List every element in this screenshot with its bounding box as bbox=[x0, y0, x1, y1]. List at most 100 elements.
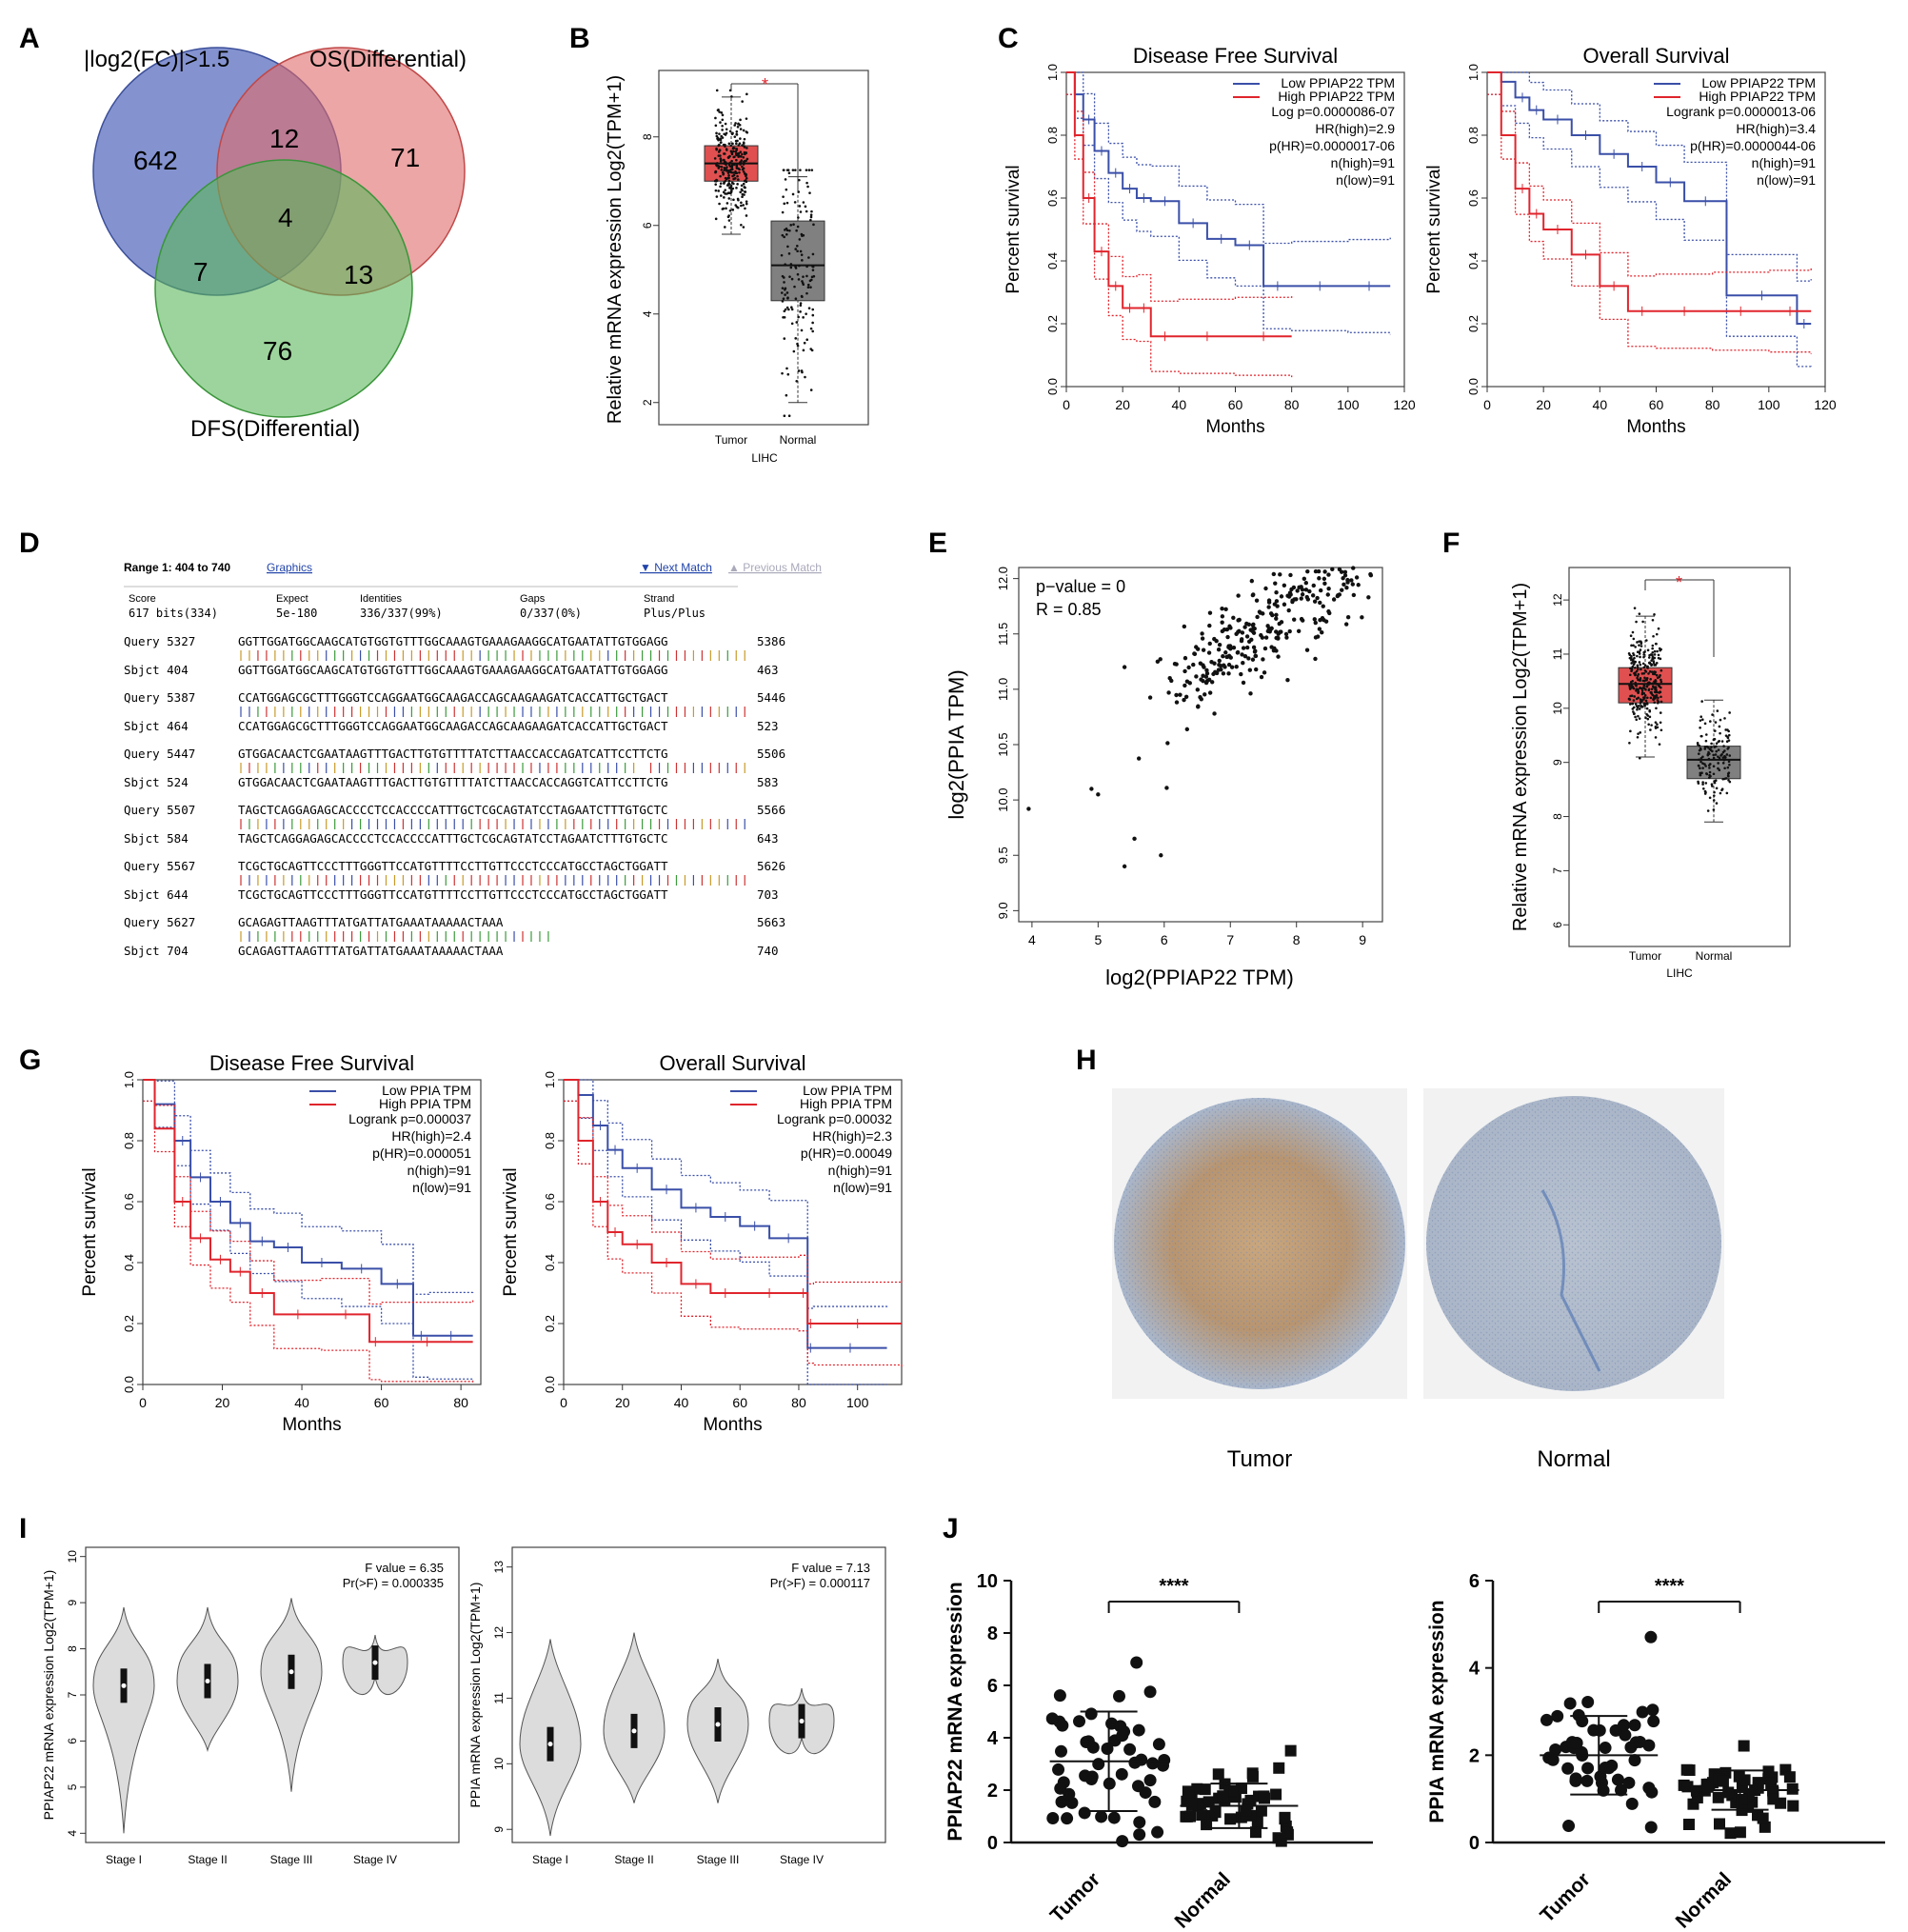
blast-prev-match-link[interactable]: ▲ Previous Match bbox=[728, 561, 822, 574]
box-f-point bbox=[1697, 780, 1699, 784]
box-b-point bbox=[806, 283, 810, 287]
surv-curve-high bbox=[1066, 71, 1292, 338]
dot-point-tumor bbox=[1611, 1773, 1624, 1786]
blast-next-match-link[interactable]: ▼ Next Match bbox=[640, 561, 712, 574]
scatter-point bbox=[1203, 674, 1209, 679]
surv-ytick-label: 0.4 bbox=[1466, 252, 1481, 269]
box-b-point bbox=[717, 189, 721, 192]
box-b-point bbox=[745, 176, 748, 180]
surv-ci-upper bbox=[1066, 71, 1391, 245]
box-b-point bbox=[799, 310, 802, 313]
box-b-point bbox=[798, 205, 802, 208]
dot-point-tumor bbox=[1086, 1741, 1100, 1754]
surv-title: Disease Free Survival bbox=[1133, 44, 1338, 68]
surv-stat: n(high)=91 bbox=[1331, 155, 1396, 170]
box-b-point bbox=[804, 375, 806, 379]
scatter-point bbox=[1236, 618, 1241, 623]
dot-point-normal bbox=[1201, 1819, 1213, 1831]
box-b-point bbox=[808, 191, 811, 194]
box-b-point bbox=[728, 209, 732, 212]
box-f-point bbox=[1632, 637, 1636, 641]
panel-letter-b: B bbox=[569, 23, 590, 54]
box-b-point bbox=[805, 338, 809, 341]
box-b-point bbox=[784, 288, 786, 291]
box-b-point bbox=[723, 182, 725, 185]
box-b-point bbox=[714, 124, 718, 128]
box-b-point bbox=[734, 150, 738, 153]
scatter-point bbox=[1254, 598, 1260, 603]
surv-ytick-label: 0.4 bbox=[1045, 252, 1060, 269]
box-f-point bbox=[1723, 754, 1726, 758]
box-f-point bbox=[1640, 645, 1643, 647]
dot-point-tumor bbox=[1063, 1787, 1076, 1801]
box-f-point bbox=[1653, 613, 1656, 616]
blast-sbjct-end: 523 bbox=[757, 719, 779, 733]
box-f-point bbox=[1632, 653, 1636, 657]
survival-plot-c-os: Overall Survival 0 20 40 60 80 100 120 0.0 0.2 0.4… bbox=[1424, 44, 1837, 437]
box-b-point bbox=[745, 92, 748, 96]
scatter-point bbox=[1183, 668, 1187, 674]
scatter-point bbox=[1240, 652, 1244, 657]
box-b-point bbox=[715, 195, 719, 198]
surv-ci-upper bbox=[1066, 71, 1293, 302]
surv-xtick-label: 20 bbox=[615, 1395, 630, 1410]
box-b-point bbox=[725, 184, 729, 187]
scatter-point bbox=[1322, 576, 1327, 582]
surv-stat: n(high)=91 bbox=[407, 1163, 472, 1178]
box-b-point bbox=[727, 219, 731, 222]
box-f-point bbox=[1719, 731, 1721, 735]
box-b-point bbox=[802, 316, 805, 319]
box-f-point bbox=[1715, 749, 1719, 753]
scatter-point bbox=[1231, 615, 1236, 621]
box-b-point bbox=[722, 190, 725, 194]
dot-point-tumor bbox=[1570, 1737, 1583, 1750]
dot-point-normal bbox=[1783, 1771, 1796, 1783]
box-b-point bbox=[723, 158, 725, 162]
box-b-point bbox=[729, 144, 733, 148]
box-b-point bbox=[719, 185, 722, 189]
scatter-ytick-label: 9.0 bbox=[996, 902, 1010, 919]
blast-sbjct-seq: GCAGAGTTAAGTTTATGATTATGAAATAAAAACTAAA bbox=[238, 944, 504, 958]
dot-ytick-label: 6 bbox=[987, 1676, 998, 1697]
box-b-point bbox=[794, 248, 798, 250]
box-b-point bbox=[724, 122, 727, 126]
box-b-point bbox=[731, 142, 734, 146]
box-b-point bbox=[799, 302, 803, 305]
dot-point-normal bbox=[1717, 1775, 1729, 1787]
blast-graphics-link[interactable]: Graphics bbox=[267, 561, 312, 574]
violin-stage-label: Stage III bbox=[697, 1853, 740, 1866]
scatter-point bbox=[1350, 582, 1355, 587]
box-b-point bbox=[717, 138, 721, 142]
surv-legend-label: Low PPIAP22 TPM bbox=[1701, 75, 1816, 90]
dot-point-normal bbox=[1738, 1740, 1750, 1752]
box-f-point bbox=[1728, 711, 1731, 714]
blast-header: Identities bbox=[360, 593, 403, 605]
surv-xtick-label: 20 bbox=[1536, 397, 1551, 412]
panel-letter-j: J bbox=[943, 1513, 959, 1544]
scatter-point bbox=[1304, 594, 1309, 600]
box-b-point bbox=[798, 178, 801, 182]
scatter-point bbox=[1207, 690, 1213, 695]
dot-point-tumor bbox=[1095, 1810, 1108, 1823]
box-f-point bbox=[1650, 690, 1653, 694]
box-f-point bbox=[1711, 749, 1714, 753]
scatter-point bbox=[1326, 586, 1331, 591]
box-f-point bbox=[1718, 756, 1721, 760]
box-b-point bbox=[743, 146, 746, 149]
box-b-point bbox=[805, 291, 808, 295]
box-f-point bbox=[1658, 685, 1661, 688]
box-f-point bbox=[1648, 715, 1652, 719]
scatter-point bbox=[1279, 594, 1284, 599]
scatter-point bbox=[1271, 648, 1277, 653]
box-f-point bbox=[1655, 673, 1659, 677]
dot-point-tumor bbox=[1580, 1774, 1594, 1787]
dot-point-normal bbox=[1273, 1762, 1285, 1774]
blast-query-label: Query 5327 bbox=[124, 634, 195, 648]
blast-query-seq: GGTTGGATGGCAAGCATGTGGTGTTTGGCAAAGTGAAAGA… bbox=[238, 634, 668, 648]
dot-point-tumor bbox=[1053, 1689, 1066, 1703]
scatter-point bbox=[1341, 576, 1345, 581]
box-b-point bbox=[788, 229, 791, 232]
scatter-point bbox=[1122, 864, 1127, 869]
scatter-point bbox=[1209, 660, 1214, 665]
blast-query-label: Query 5507 bbox=[124, 803, 195, 817]
